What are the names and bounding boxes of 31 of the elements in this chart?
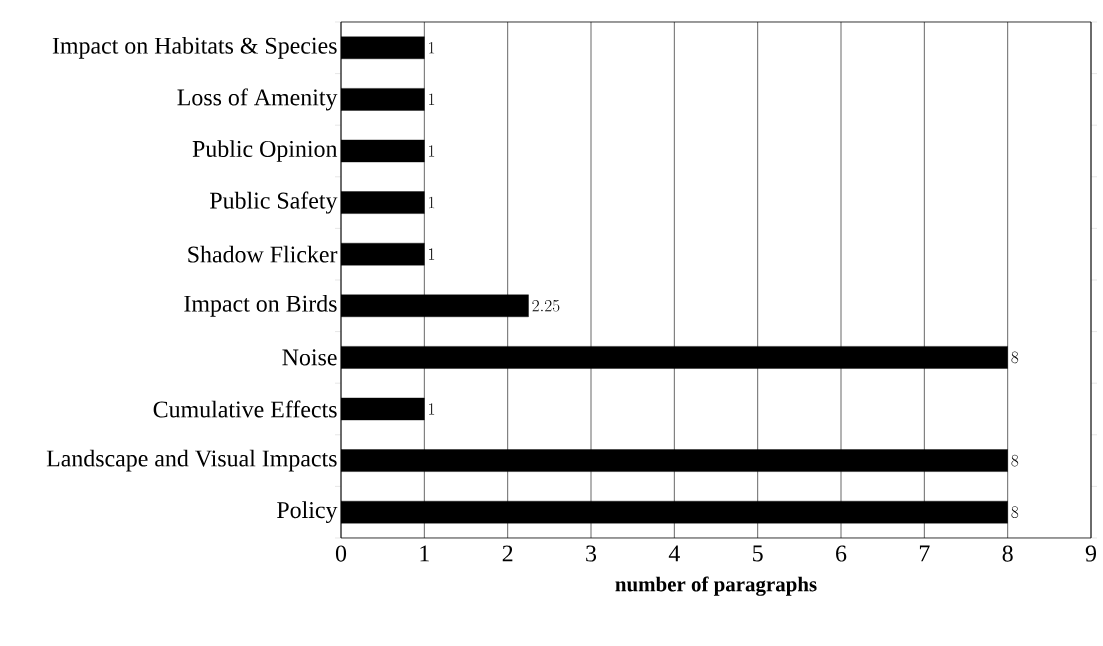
x-tick-label: 6 xyxy=(836,545,847,562)
x-tick-label: 9 xyxy=(1085,545,1096,562)
data-label: 1 xyxy=(429,145,435,157)
x-tick-label: 2 xyxy=(502,545,513,562)
y-tick-label: Loss of Amenity xyxy=(177,88,338,111)
y-tick-label: Shadow Flicker xyxy=(188,245,338,263)
data-label: 2.25 xyxy=(532,299,560,312)
data-label: 1 xyxy=(429,248,435,260)
y-tick-label: Public Opinion xyxy=(192,140,338,162)
x-tick-label: 3 xyxy=(586,545,597,562)
y-tick-label: Impact on Birds xyxy=(184,294,337,317)
y-tick-label: Cumulative Effects xyxy=(153,400,337,418)
y-tick-label: Noise xyxy=(282,349,337,366)
x-axis-title: number of paragraphs xyxy=(615,576,817,596)
data-label: 1 xyxy=(429,403,435,415)
x-tick-label: 0 xyxy=(335,545,347,562)
y-tick-label: Policy xyxy=(277,501,338,524)
y-tick-label: Public Safety xyxy=(210,191,338,214)
x-tick-label: 4 xyxy=(668,545,680,562)
x-tick-label: 7 xyxy=(919,545,930,562)
data-label: 8 xyxy=(1011,454,1019,467)
y-tick-label: Impact on Habitats & Species xyxy=(52,36,337,59)
x-tick-label: 8 xyxy=(1002,545,1013,562)
data-label: 1 xyxy=(429,196,435,209)
data-label: 8 xyxy=(1011,506,1019,519)
data-label: 1 xyxy=(429,93,435,105)
y-tick-label: Landscape and Visual Impacts xyxy=(46,449,337,472)
x-tick-label: 1 xyxy=(420,545,429,562)
x-tick-label: 5 xyxy=(753,545,763,562)
data-label: 8 xyxy=(1011,351,1019,364)
data-label: 1 xyxy=(429,41,435,54)
